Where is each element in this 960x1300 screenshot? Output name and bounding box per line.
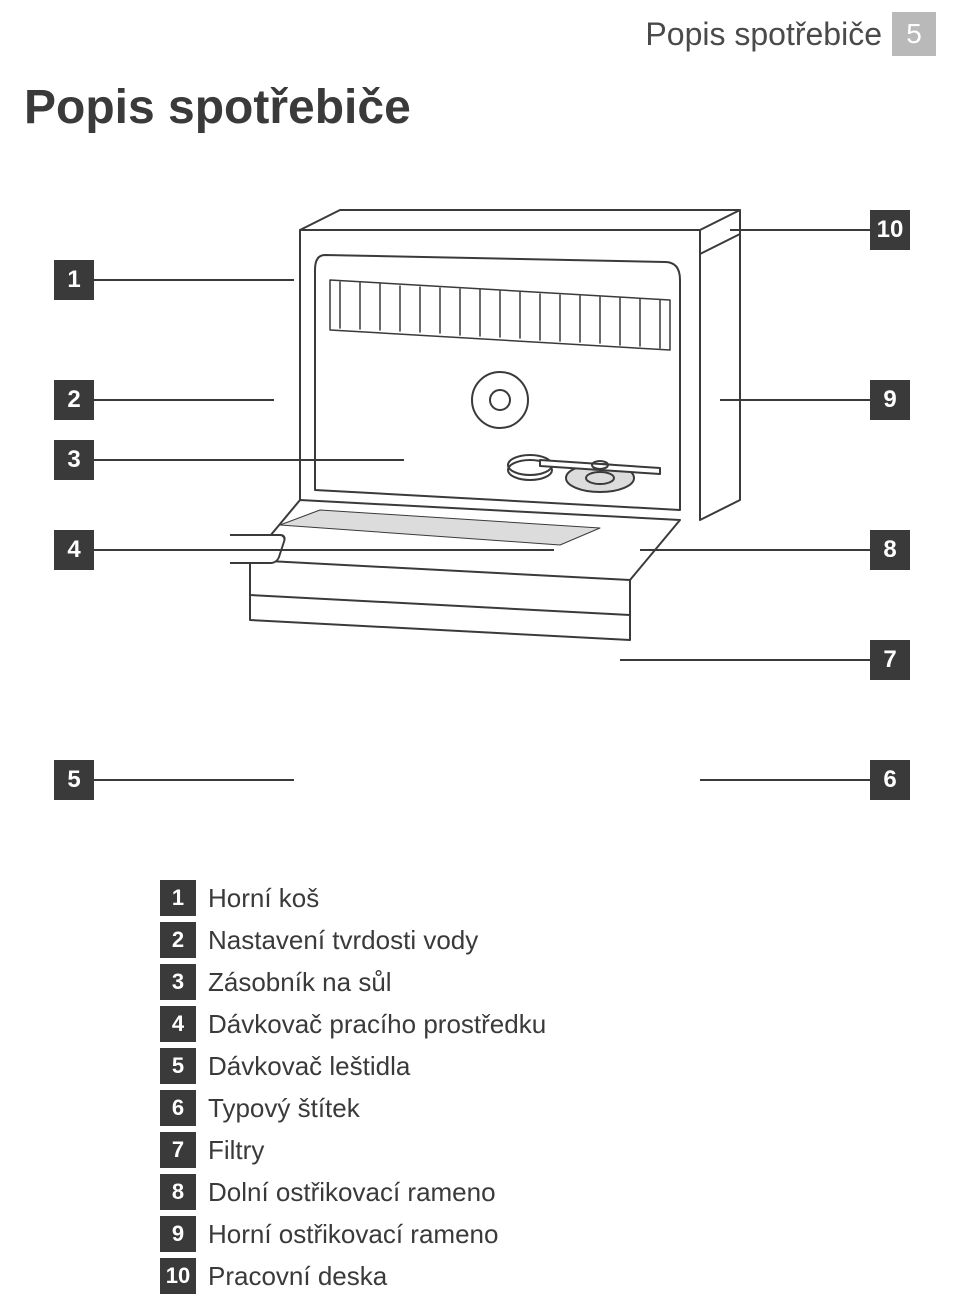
legend-number: 6 [160,1090,196,1126]
legend-label: Pracovní deska [208,1261,387,1292]
leader-line [94,779,294,781]
legend-row: 10 Pracovní deska [160,1258,546,1294]
callout-7: 7 [870,640,910,680]
legend-label: Typový štítek [208,1093,360,1124]
legend-row: 6 Typový štítek [160,1090,546,1126]
legend-row: 3 Zásobník na sůl [160,964,546,1000]
leader-line [94,549,554,551]
leader-line [94,459,404,461]
leader-line [720,399,870,401]
legend-number: 2 [160,922,196,958]
legend-row: 1 Horní koš [160,880,546,916]
header-section-title: Popis spotřebiče [645,16,882,53]
legend-label: Dávkovač leštidla [208,1051,410,1082]
legend-row: 7 Filtry [160,1132,546,1168]
leader-line [620,659,870,661]
callout-2: 2 [54,380,94,420]
legend-number: 8 [160,1174,196,1210]
legend-number: 4 [160,1006,196,1042]
diagram: 12345678910 [0,140,960,780]
leader-line [730,229,870,231]
legend-label: Nastavení tvrdosti vody [208,925,478,956]
callout-8: 8 [870,530,910,570]
legend-number: 5 [160,1048,196,1084]
legend-row: 4 Dávkovač pracího prostředku [160,1006,546,1042]
page-title: Popis spotřebiče [24,80,411,135]
callout-1: 1 [54,260,94,300]
legend-row: 2 Nastavení tvrdosti vody [160,922,546,958]
leader-line [94,279,294,281]
legend-label: Dolní ostřikovací rameno [208,1177,496,1208]
callout-3: 3 [54,440,94,480]
legend-row: 8 Dolní ostřikovací rameno [160,1174,546,1210]
callout-9: 9 [870,380,910,420]
legend: 1 Horní koš 2 Nastavení tvrdosti vody 3 Zásob… [160,880,546,1300]
legend-row: 5 Dávkovač leštidla [160,1048,546,1084]
legend-number: 1 [160,880,196,916]
legend-label: Horní ostřikovací rameno [208,1219,498,1250]
legend-number: 3 [160,964,196,1000]
leader-line [640,549,870,551]
page-number: 5 [892,12,936,56]
legend-label: Filtry [208,1135,264,1166]
callout-4: 4 [54,530,94,570]
legend-row: 9 Horní ostřikovací rameno [160,1216,546,1252]
legend-number: 9 [160,1216,196,1252]
callout-6: 6 [870,760,910,800]
legend-label: Dávkovač pracího prostředku [208,1009,546,1040]
header: Popis spotřebiče 5 [645,12,936,56]
callout-10: 10 [870,210,910,250]
leader-line [94,399,274,401]
legend-label: Zásobník na sůl [208,967,392,998]
callout-5: 5 [54,760,94,800]
leader-line [700,779,870,781]
legend-label: Horní koš [208,883,319,914]
legend-number: 10 [160,1258,196,1294]
page: Popis spotřebiče 5 Popis spotřebiče [0,0,960,1224]
legend-number: 7 [160,1132,196,1168]
